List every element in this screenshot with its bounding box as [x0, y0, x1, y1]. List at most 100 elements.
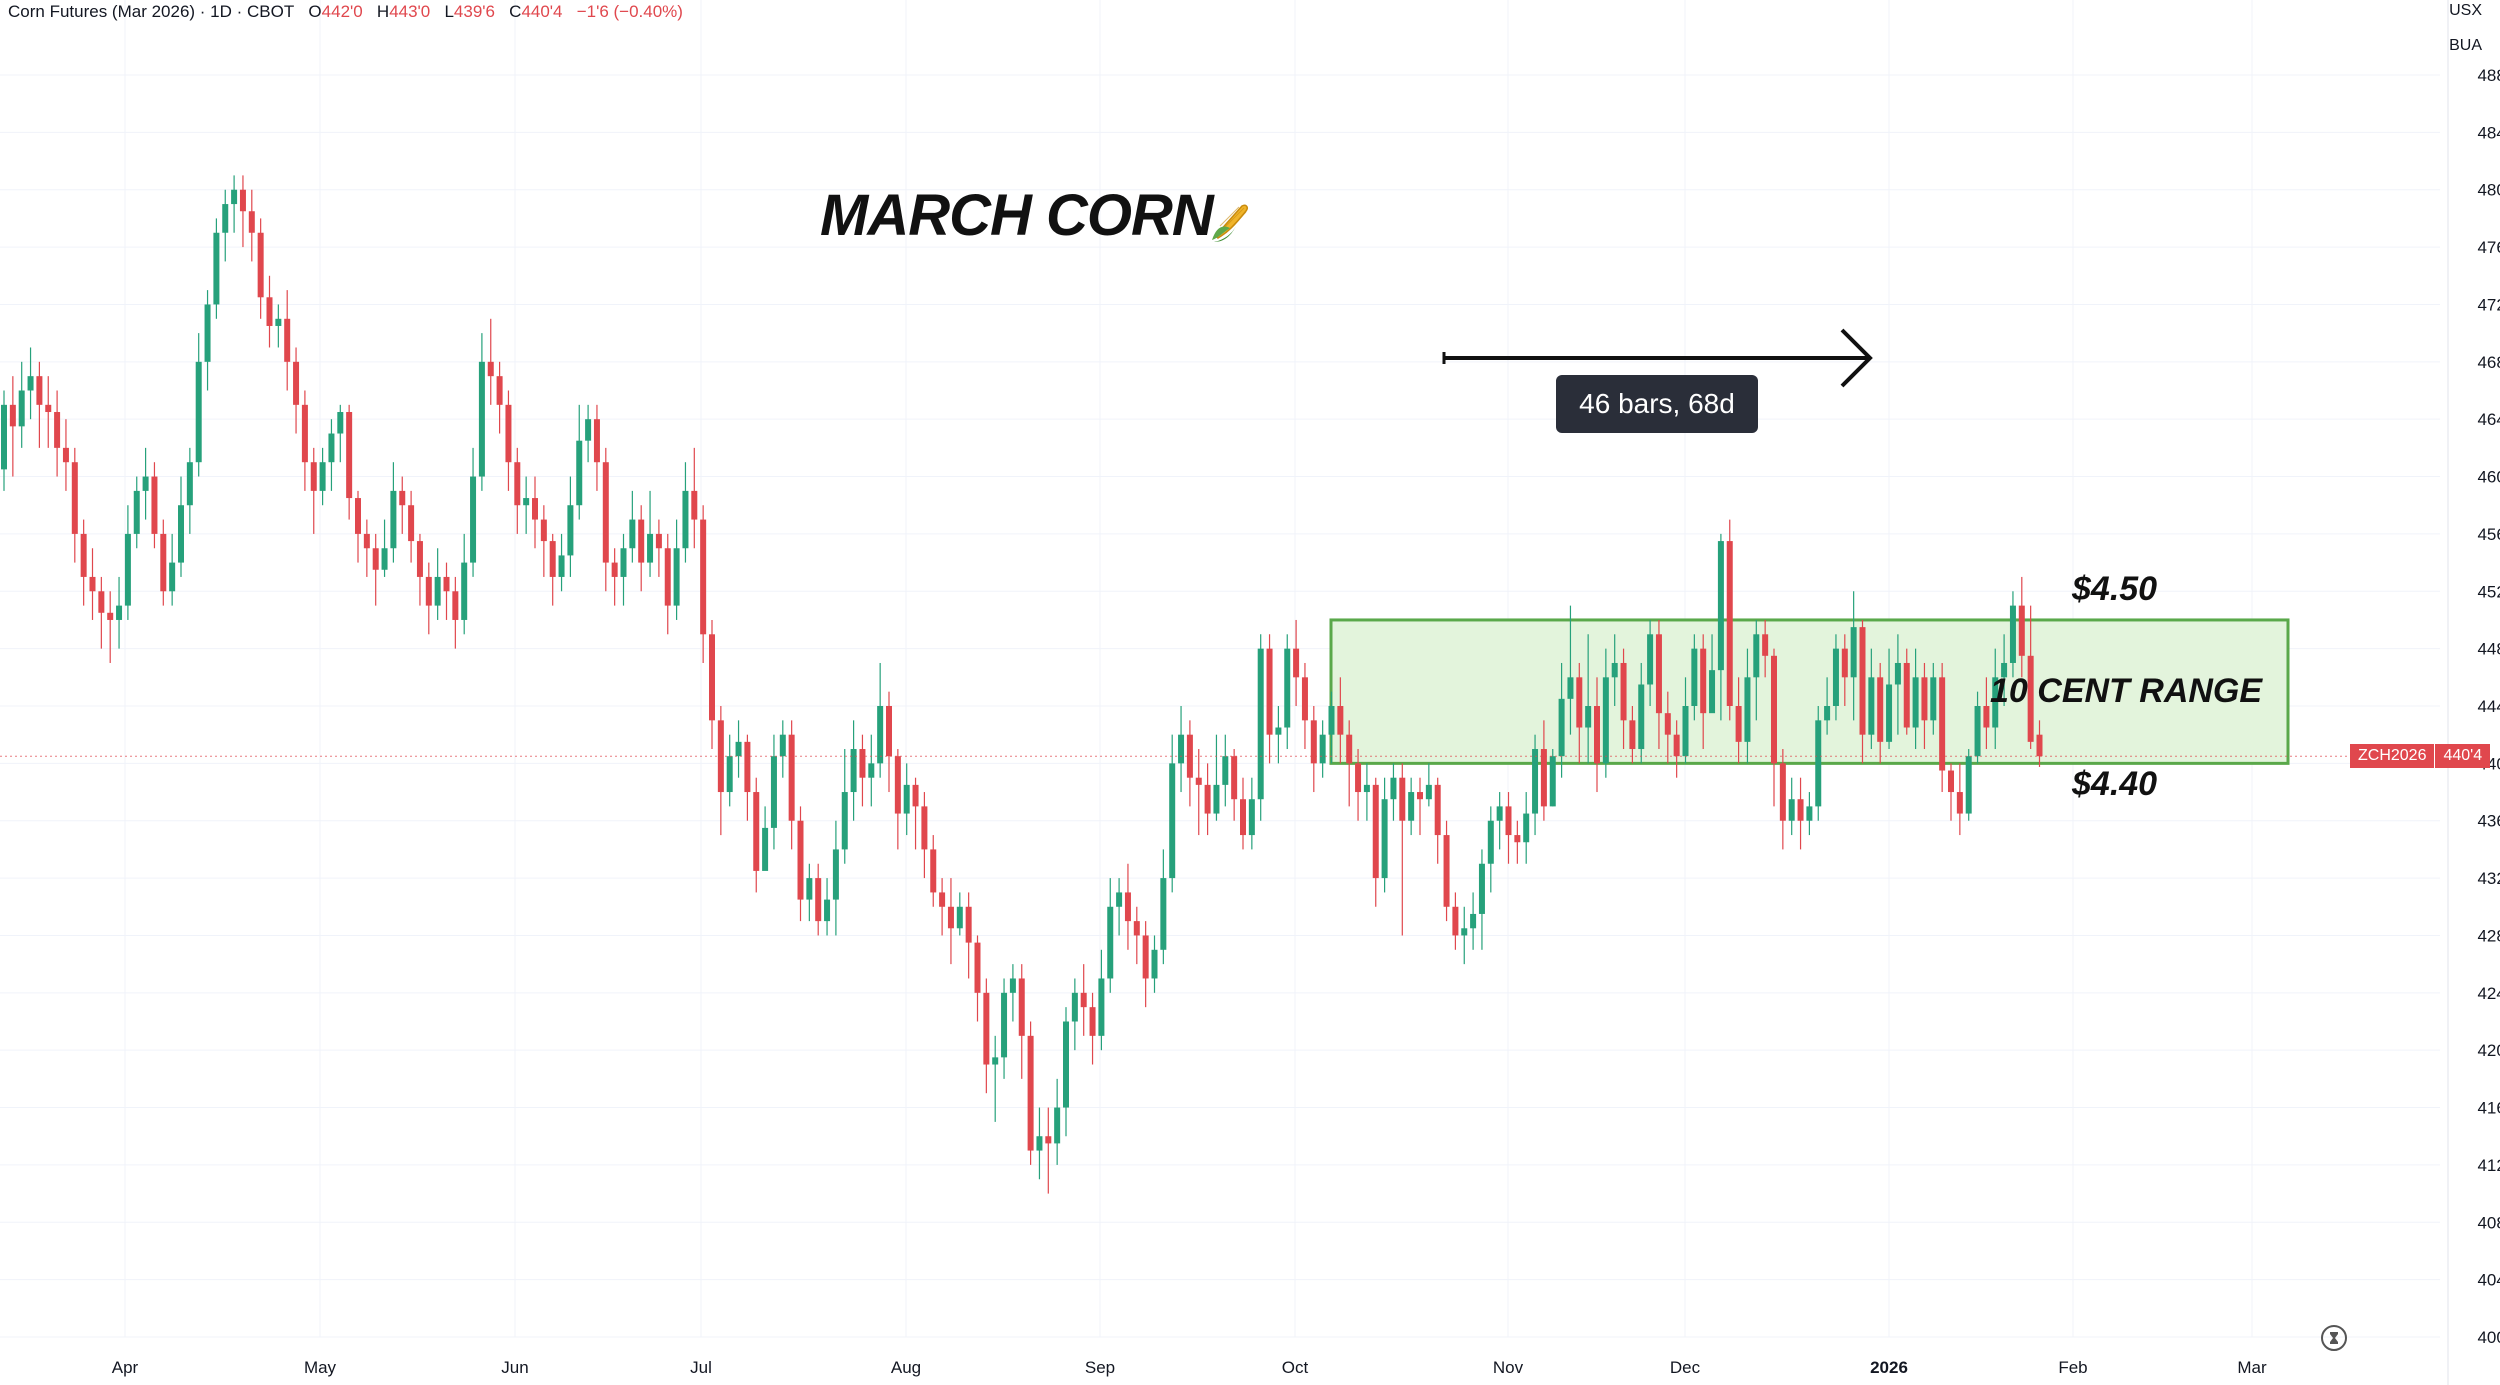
close-value: 440'4 — [521, 2, 563, 21]
candle — [1806, 792, 1813, 836]
candle — [1992, 648, 1999, 750]
candle — [1726, 519, 1733, 721]
candle — [1496, 792, 1503, 850]
candle — [425, 562, 432, 635]
candle — [797, 806, 804, 922]
candle — [399, 476, 406, 534]
candle — [1045, 1107, 1052, 1194]
y-tick-label: 420'0 — [2477, 1041, 2500, 1060]
candle — [841, 749, 848, 864]
price-axis[interactable]: 400'0 404'0 408'0 412'0 416'0 420'0 424'0 428'0… — [2447, 0, 2500, 1385]
y-tick-label: 424'0 — [2477, 984, 2500, 1003]
candle — [1894, 634, 1901, 735]
x-tick-label: Sep — [1085, 1358, 1115, 1377]
candle — [1709, 634, 1716, 714]
candle — [717, 706, 724, 836]
candle — [514, 447, 521, 534]
candle — [169, 533, 176, 606]
candle — [1620, 648, 1627, 750]
candle — [452, 576, 459, 649]
candle — [1841, 634, 1848, 706]
candle — [142, 447, 149, 520]
candle — [629, 490, 636, 563]
candle — [372, 533, 379, 606]
candle — [1408, 777, 1415, 836]
chart-annotation-title: MARCH CORN — [820, 183, 1214, 248]
candle — [1133, 906, 1140, 965]
candle — [1204, 763, 1211, 836]
candle — [1487, 806, 1494, 893]
candle — [1195, 749, 1202, 836]
candle — [647, 490, 654, 577]
candle — [1567, 605, 1574, 735]
candle — [549, 533, 556, 606]
candle — [1089, 992, 1096, 1065]
candle — [1266, 634, 1273, 764]
candle — [992, 1035, 999, 1122]
candle — [1372, 777, 1379, 907]
candle — [416, 533, 423, 606]
candle — [284, 290, 291, 391]
candle — [620, 533, 627, 606]
candle — [1859, 619, 1866, 764]
candle — [1381, 777, 1388, 893]
candle — [36, 361, 43, 448]
candle — [965, 892, 972, 979]
candle — [1939, 662, 1946, 793]
timezone-clock-icon[interactable] — [2320, 1324, 2348, 1352]
candle — [939, 878, 946, 936]
candle — [1585, 634, 1592, 764]
candle — [363, 519, 370, 577]
candle — [1797, 777, 1804, 850]
candle — [275, 304, 282, 348]
candle — [346, 404, 353, 520]
x-tick-label: Jun — [501, 1358, 528, 1377]
x-tick-label: May — [304, 1358, 337, 1377]
candle — [1124, 863, 1131, 950]
candle — [1532, 734, 1539, 836]
candle — [1762, 619, 1769, 678]
x-tick-label: Nov — [1493, 1358, 1524, 1377]
candle — [682, 462, 689, 563]
candle — [1886, 648, 1893, 750]
candle — [1, 390, 7, 491]
candle — [1443, 820, 1450, 922]
x-tick-label: Feb — [2058, 1358, 2087, 1377]
candle — [700, 505, 707, 663]
candle — [1319, 720, 1326, 778]
candle — [89, 548, 96, 620]
candle — [673, 519, 680, 620]
candle — [1868, 648, 1875, 750]
candle — [1151, 935, 1158, 993]
candle — [1717, 533, 1724, 721]
candle — [186, 447, 193, 534]
candle — [921, 792, 928, 879]
candle — [762, 806, 769, 871]
currency-unit[interactable]: USX — [2449, 2, 2482, 19]
candle — [947, 878, 954, 965]
y-tick-label: 432'0 — [2477, 869, 2500, 888]
y-tick-label: 460'0 — [2477, 468, 2500, 487]
candle — [1629, 706, 1636, 764]
candle — [815, 863, 822, 936]
candle — [160, 519, 167, 606]
low-value: 439'6 — [453, 2, 495, 21]
candle — [381, 519, 388, 577]
candle — [602, 447, 609, 592]
candle — [310, 447, 317, 534]
candle — [1080, 964, 1087, 1036]
candle — [1231, 749, 1238, 821]
candle — [1054, 1078, 1061, 1165]
x-tick-label: Jul — [690, 1358, 712, 1377]
candle — [1779, 749, 1786, 850]
y-tick-label: 408'0 — [2477, 1213, 2500, 1232]
quantity-unit[interactable]: BUA — [2449, 37, 2482, 54]
candle — [1116, 878, 1123, 936]
time-axis[interactable]: Apr May Jun Jul Aug Sep Oct Nov Dec 2026 Feb Mar — [112, 1358, 2267, 1377]
candle — [1930, 662, 1937, 735]
candle — [912, 777, 919, 850]
candle — [974, 935, 981, 1022]
candle — [1691, 634, 1698, 721]
candle — [1523, 792, 1530, 864]
